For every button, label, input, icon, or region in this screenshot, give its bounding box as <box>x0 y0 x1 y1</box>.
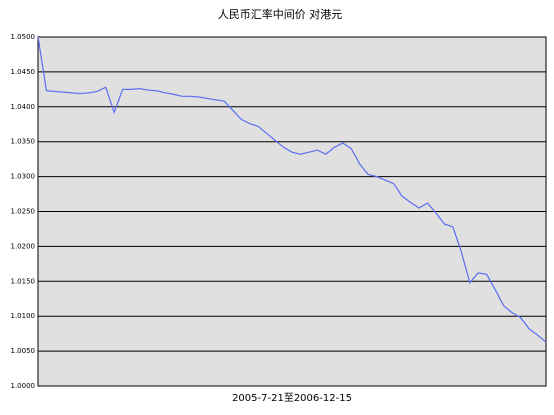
y-tick-label: 1.0300 <box>11 173 36 181</box>
y-tick-label: 1.0450 <box>11 68 36 76</box>
chart-title: 人民币汇率中间价 对港元 <box>218 7 343 21</box>
data-line <box>37 36 547 343</box>
y-tick-label: 1.0500 <box>11 33 36 41</box>
x-axis-label: 2005-7-21至2006-12-15 <box>232 392 352 404</box>
y-tick-label: 1.0350 <box>11 138 36 146</box>
y-tick-label: 1.0000 <box>11 382 36 390</box>
y-tick-label: 1.0150 <box>11 277 36 285</box>
y-tick-label: 1.0100 <box>11 312 36 320</box>
y-tick-label: 1.0200 <box>11 242 36 250</box>
y-tick-label: 1.0400 <box>11 103 36 111</box>
y-tick-label: 1.0050 <box>11 347 36 355</box>
y-tick-label: 1.0250 <box>11 208 36 216</box>
